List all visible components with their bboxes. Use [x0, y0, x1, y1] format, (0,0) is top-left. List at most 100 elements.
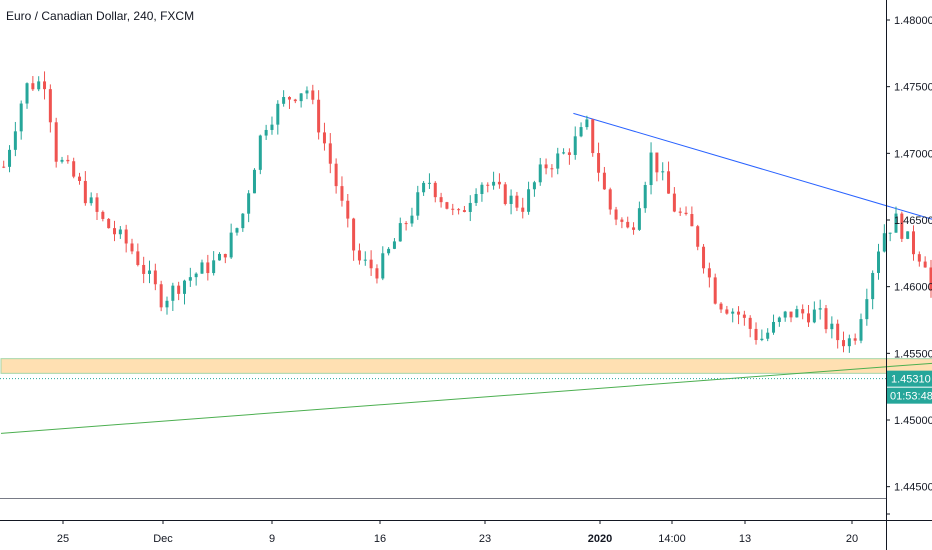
candle [48, 84, 52, 133]
candle-body [801, 309, 805, 314]
candle [760, 329, 764, 342]
candle [439, 192, 443, 208]
price-axis[interactable]: 1.48000 1.47500 1.47000 1.46500 1.46000 1.455… [886, 0, 932, 550]
candle-body [322, 132, 326, 144]
candle [719, 302, 723, 313]
candle [783, 310, 787, 322]
support-zone[interactable] [0, 358, 932, 374]
candle-body [637, 208, 641, 230]
candle [818, 299, 822, 320]
candle-body [270, 124, 274, 130]
price-tag[interactable]: 1.45310 01:53:48 [887, 370, 932, 404]
candle [509, 189, 513, 215]
candle-body [532, 182, 536, 190]
candle-body [655, 152, 659, 173]
candle [153, 263, 157, 291]
candle [206, 254, 210, 281]
candle [118, 226, 122, 239]
candle-body [521, 207, 525, 212]
candle [830, 316, 834, 339]
candle-body [684, 212, 688, 215]
candle-body [678, 211, 682, 213]
candle [672, 187, 676, 213]
y-tick-label: 1.45000 [894, 415, 932, 427]
candle [416, 185, 420, 220]
candle-body [235, 228, 239, 233]
candle-body [719, 303, 723, 310]
candle [696, 224, 700, 251]
candle-body [713, 277, 717, 304]
candle-body [550, 168, 554, 170]
candle [847, 334, 851, 353]
candle [270, 116, 274, 135]
candle-body [492, 181, 496, 186]
candle [212, 251, 216, 276]
candle [667, 161, 671, 194]
candle-body [614, 209, 618, 220]
candle [357, 243, 361, 265]
candle [748, 315, 752, 338]
candle [492, 171, 496, 190]
candle-body [772, 321, 776, 333]
candle [223, 253, 227, 264]
candle-body [847, 338, 851, 347]
ascending-trendline[interactable] [0, 327, 932, 434]
candle-body [731, 311, 735, 314]
candle [649, 142, 653, 195]
descending-trendline[interactable] [573, 112, 932, 333]
candle [37, 76, 41, 92]
candle [66, 155, 70, 164]
candle [538, 157, 542, 186]
plot-area[interactable] [0, 71, 932, 477]
candle-body [124, 229, 128, 244]
candle-body [754, 328, 758, 341]
x-tick-label: 20 [846, 533, 858, 545]
candle [497, 173, 501, 189]
time-axis[interactable]: 25 Dec 9 16 23 2020 14:00 13 20 [0, 498, 932, 546]
candle [124, 224, 128, 253]
candle [550, 164, 554, 178]
candle [865, 288, 869, 326]
candle-body [818, 308, 822, 310]
candle-body [72, 161, 76, 177]
candle-body [877, 251, 880, 273]
candle-body [503, 184, 507, 204]
candle [72, 157, 76, 179]
candle-body [43, 81, 47, 90]
candle [661, 162, 665, 181]
candle [655, 152, 659, 182]
candle [217, 252, 221, 261]
candle [620, 217, 624, 229]
candle-body [392, 241, 396, 249]
candle [532, 180, 536, 197]
candle [89, 192, 93, 206]
candle-body [427, 182, 431, 184]
candle [19, 100, 23, 140]
candle [894, 206, 898, 233]
candle-body [923, 261, 927, 268]
candle-body [486, 184, 490, 186]
candle [433, 181, 437, 203]
y-tick-label: 1.46000 [894, 282, 932, 294]
y-tick-label: 1.47000 [894, 148, 932, 160]
candle [387, 247, 391, 256]
candle [410, 207, 414, 227]
candle-body [608, 189, 612, 210]
candle [486, 182, 490, 193]
candle-body [101, 211, 105, 219]
candle [468, 195, 472, 222]
candle-body [387, 248, 391, 254]
candle [101, 210, 105, 222]
candle [392, 238, 396, 250]
candle [812, 301, 816, 324]
candle-body [748, 317, 752, 329]
candle-body [252, 169, 256, 194]
candle [299, 93, 303, 108]
candle [159, 280, 163, 312]
candle-body [60, 159, 64, 162]
y-tick-label: 1.44500 [894, 482, 932, 494]
y-tick-label: 1.48000 [894, 15, 932, 27]
candle [404, 221, 408, 231]
candle [340, 176, 344, 207]
